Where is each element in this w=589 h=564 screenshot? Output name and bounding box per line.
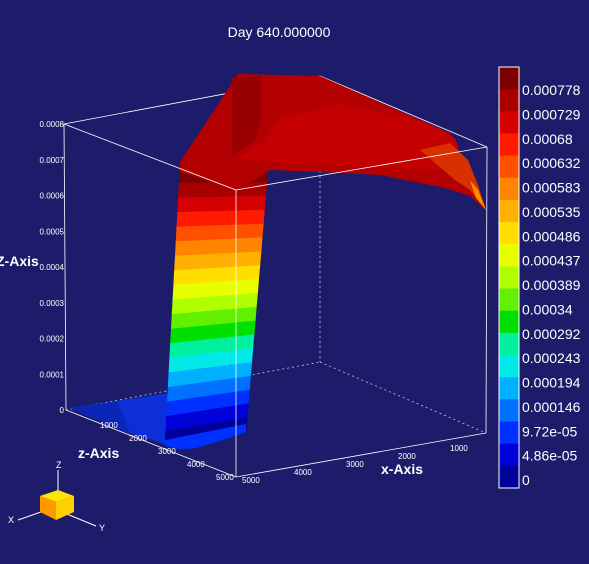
colorbar-segment (499, 288, 519, 312)
z-tick-label: 0.0007 (40, 156, 65, 165)
triad-x-label: X (8, 515, 14, 525)
x-tick-label: 1000 (450, 444, 468, 453)
colorbar-segment (499, 465, 519, 489)
colorbar-label: 0.000486 (522, 228, 581, 244)
surface-top-edge-right (420, 143, 486, 210)
colorbar-segment (499, 377, 519, 400)
z-tick-label: 0 (60, 406, 65, 415)
colorbar-label: 0.000778 (522, 82, 581, 98)
colorbar-label: 0 (522, 472, 530, 488)
colorbar-label: 0.000729 (522, 106, 581, 122)
colorbar-segment (499, 266, 519, 290)
colorbar-label: 0.000292 (522, 326, 581, 342)
surface-top-bulge (232, 76, 262, 158)
depth-axis-ticks: 1000 2000 3000 4000 5000 (100, 421, 234, 482)
colorbar-segment (499, 421, 519, 445)
wall-base (160, 424, 246, 449)
triad-z-label: Z (56, 460, 62, 470)
colorbar-label: 0.000535 (522, 204, 581, 220)
x-axis-ticks: 1000 2000 3000 4000 5000 (242, 444, 468, 485)
depth-tick-label: 1000 (100, 421, 118, 430)
surface-top-highlight (238, 104, 462, 170)
wall-band (177, 195, 267, 213)
colorbar-labels: 0.000778 0.000729 0.00068 0.000632 0.000583 0… (522, 82, 581, 488)
colorbar-label: 0.000583 (522, 180, 581, 196)
colorbar-segment (499, 244, 519, 268)
z-tick-label: 0.0005 (40, 227, 65, 236)
colorbar-label: 0.00034 (522, 301, 573, 317)
surface-wall (160, 167, 269, 449)
colorbar-label: 9.72e-05 (522, 423, 577, 439)
colorbar-label: 0.000632 (522, 155, 581, 171)
z-axis-ticks: 0 0.0001 0.0002 0.0003 0.0004 0.0005 0.0006 0.0… (40, 120, 65, 415)
colorbar-segment (499, 310, 519, 334)
x-tick-label: 4000 (294, 468, 312, 477)
colorbar-segment (499, 222, 519, 245)
z-tick-label: 0.0004 (40, 263, 65, 272)
colorbar-segment (499, 177, 519, 201)
z-tick-label: 0.0003 (40, 299, 65, 308)
triad-cube-right (56, 496, 74, 520)
depth-tick-label: 2000 (129, 434, 147, 443)
surface-top-edge-tip (470, 180, 486, 210)
colorbar-label: 0.000194 (522, 375, 581, 391)
z-axis-title: Z-Axis (0, 253, 39, 269)
colorbar-label: 0.000243 (522, 350, 581, 366)
surface-floor-shade (70, 402, 130, 434)
colorbar-segment (499, 155, 519, 179)
triad-cube-top (40, 490, 74, 502)
orientation-triad: Z X Y (8, 460, 105, 533)
colorbar-label: 4.86e-05 (522, 448, 577, 464)
z-tick-label: 0.0001 (40, 370, 65, 379)
colorbar-label: 0.00068 (522, 131, 573, 147)
bounding-box-front (63, 123, 488, 478)
colorbar-segment (499, 199, 519, 223)
depth-tick-label: 3000 (158, 447, 176, 456)
colorbar-segment (499, 399, 519, 423)
colorbar-segment (499, 443, 519, 467)
triad-y-label: Y (99, 523, 105, 533)
z-tick-label: 0.0006 (40, 192, 65, 201)
wall-band (176, 209, 265, 227)
colorbar-frame (498, 66, 520, 489)
depth-tick-label: 5000 (216, 473, 234, 482)
colorbar (498, 66, 520, 489)
colorbar-segment (499, 67, 519, 90)
colorbar-segment (499, 133, 519, 157)
depth-axis-title: z-Axis (78, 445, 119, 461)
colorbar-segment (499, 89, 519, 112)
x-axis-title: x-Axis (381, 461, 423, 477)
triad-cube-left (40, 496, 56, 520)
z-tick-label: 0.0008 (40, 120, 65, 129)
z-tick-label: 0.0002 (40, 335, 65, 344)
colorbar-segment (499, 111, 519, 135)
colorbar-segment (499, 355, 519, 378)
chart-title: Day 640.000000 (228, 24, 331, 40)
colorbar-label: 0.000389 (522, 277, 581, 293)
x-tick-label: 2000 (398, 452, 416, 461)
x-tick-label: 3000 (346, 460, 364, 469)
x-tick-label: 5000 (242, 476, 260, 485)
colorbar-label: 0.000437 (522, 253, 581, 269)
depth-tick-label: 4000 (187, 460, 205, 469)
colorbar-segment (499, 332, 519, 356)
colorbar-label: 0.000146 (522, 399, 581, 415)
